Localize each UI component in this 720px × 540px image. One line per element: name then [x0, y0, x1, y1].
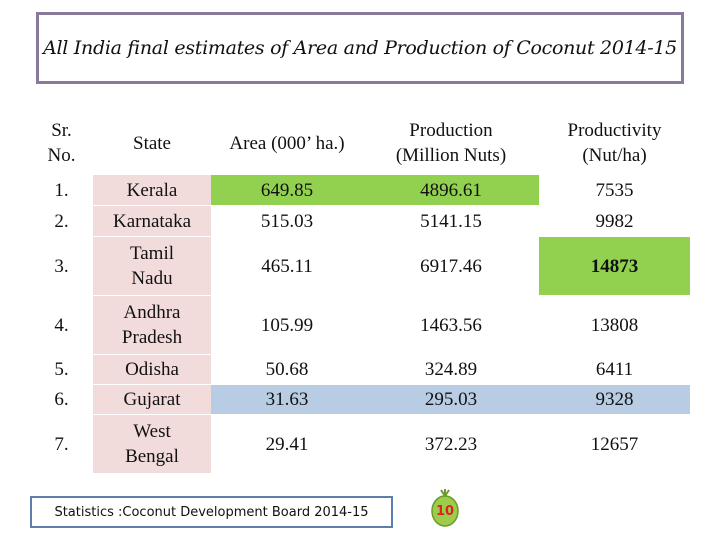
cell-state: Gujarat — [93, 384, 211, 415]
header-sr-no: Sr. No. — [30, 112, 93, 175]
table-row: 4. Andhra Pradesh 105.99 1463.56 13808 — [30, 295, 690, 355]
cell-state: Andhra Pradesh — [93, 295, 211, 355]
cell-state: Odisha — [93, 354, 211, 385]
header-production-line-2: (Million Nuts) — [395, 145, 507, 166]
cell-production: 4896.61 — [363, 174, 539, 206]
cell-productivity: 7535 — [595, 179, 634, 201]
header-production-line-1: Production — [409, 120, 493, 141]
cell-area: 29.41 — [265, 433, 309, 455]
header-sr-line-1: Sr. — [51, 120, 72, 141]
cell-state-line-1: West — [133, 421, 171, 442]
cell-productivity: 9982 — [595, 210, 634, 232]
cell-production: 324.89 — [424, 359, 478, 380]
cell-state: Kerala — [93, 174, 211, 206]
cell-production: 1463.56 — [420, 314, 482, 336]
cell-sr: 4. — [54, 314, 69, 336]
cell-state: West Bengal — [93, 414, 211, 474]
cell-sr: 1. — [54, 179, 69, 201]
source-text: Statistics :Coconut Development Board 20… — [54, 504, 369, 520]
header-area: Area (000’ ha.) — [229, 132, 345, 154]
table-row: 3. Tamil Nadu 465.11 6917.46 14873 — [30, 236, 690, 296]
cell-state: Karnataka — [93, 205, 211, 237]
cell-productivity: 6411 — [595, 359, 634, 380]
cell-state-line-1: Andhra — [123, 302, 181, 323]
table-row: 1. Kerala 649.85 4896.61 7535 — [30, 174, 690, 206]
cell-productivity: 9328 — [539, 384, 690, 415]
cell-state-line-2: Bengal — [125, 446, 179, 467]
coconut-estimates-table: Sr. No. State Area (000’ ha.) Production… — [30, 112, 690, 474]
cell-productivity: 12657 — [590, 433, 639, 455]
source-note: Statistics :Coconut Development Board 20… — [30, 496, 393, 528]
header-production: Production (Million Nuts) — [363, 112, 539, 175]
header-productivity-line-1: Productivity — [567, 120, 662, 141]
header-sr-line-2: No. — [47, 145, 76, 166]
cell-production: 5141.15 — [420, 210, 482, 232]
table-row: 7. West Bengal 29.41 372.23 12657 — [30, 414, 690, 474]
cell-sr: 6. — [54, 389, 69, 410]
cell-sr: 7. — [54, 433, 69, 455]
title-box: All India final estimates of Area and Pr… — [36, 12, 684, 84]
header-productivity: Productivity (Nut/ha) — [539, 112, 690, 175]
page-number: 10 — [435, 504, 455, 519]
cell-sr: 3. — [54, 255, 69, 277]
table-row: 5. Odisha 50.68 324.89 6411 — [30, 354, 690, 385]
table-row: 6. Gujarat 31.63 295.03 9328 — [30, 384, 690, 415]
cell-state-line-1: Tamil — [129, 243, 175, 264]
cell-sr: 2. — [54, 210, 69, 232]
cell-area: 50.68 — [265, 359, 309, 380]
cell-area: 31.63 — [211, 384, 363, 415]
page-number-badge: 10 — [427, 487, 463, 531]
cell-area: 465.11 — [261, 255, 313, 277]
cell-productivity: 14873 — [539, 236, 690, 296]
cell-state-line-2: Pradesh — [121, 327, 183, 348]
coconut-icon — [431, 489, 459, 527]
header-state: State — [93, 112, 211, 175]
cell-area: 649.85 — [211, 174, 363, 206]
cell-area: 515.03 — [260, 210, 314, 232]
cell-sr: 5. — [54, 359, 69, 380]
table-header-row: Sr. No. State Area (000’ ha.) Production… — [30, 112, 690, 175]
cell-state-line-2: Nadu — [131, 268, 173, 289]
cell-production: 372.23 — [424, 433, 478, 455]
cell-production: 295.03 — [363, 384, 539, 415]
cell-area: 105.99 — [260, 314, 314, 336]
table-row: 2. Karnataka 515.03 5141.15 9982 — [30, 205, 690, 237]
page-title: All India final estimates of Area and Pr… — [43, 37, 677, 59]
cell-productivity: 13808 — [590, 314, 639, 336]
header-productivity-line-2: (Nut/ha) — [582, 145, 647, 166]
cell-state: Tamil Nadu — [93, 236, 211, 296]
cell-production: 6917.46 — [420, 255, 482, 277]
